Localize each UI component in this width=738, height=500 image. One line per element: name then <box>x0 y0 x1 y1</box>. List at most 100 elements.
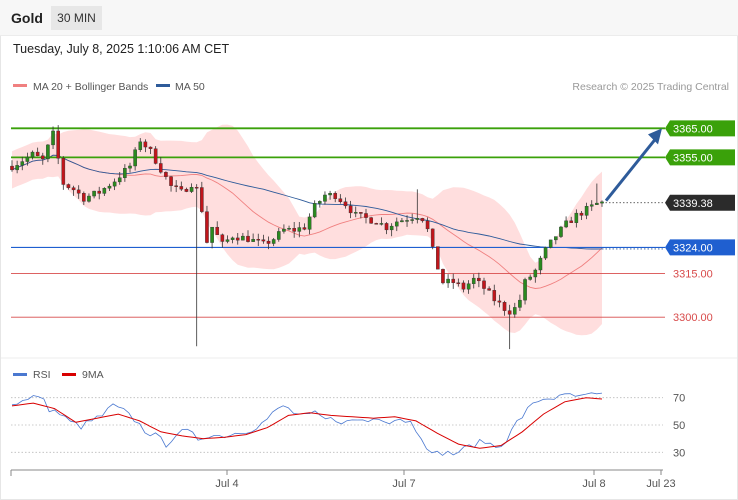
candle <box>528 274 532 281</box>
candle <box>600 200 604 207</box>
candle <box>179 181 184 191</box>
candle <box>523 277 527 305</box>
level-tag-0 <box>665 120 735 137</box>
candle-body <box>420 218 425 222</box>
candle <box>40 152 45 165</box>
candle <box>574 209 579 228</box>
candle <box>271 237 276 247</box>
candle <box>205 205 209 244</box>
rsi-legend-label: RSI <box>33 369 51 381</box>
candle <box>446 274 450 288</box>
candle-body <box>497 300 502 303</box>
candle-body <box>107 185 112 189</box>
candle <box>143 139 148 153</box>
candle-body <box>538 257 543 271</box>
candle <box>241 232 245 241</box>
candle <box>61 156 66 190</box>
candle <box>92 190 96 199</box>
candle-body <box>256 239 261 241</box>
level-tag-2 <box>665 239 735 256</box>
candle-body <box>153 148 158 164</box>
candle <box>338 194 343 204</box>
candle-body <box>441 268 445 284</box>
candle <box>466 280 471 294</box>
candle-body <box>446 278 450 284</box>
x-axis: Jul 4 Jul 7 Jul 8 Jul 23 <box>10 469 676 490</box>
candle <box>436 246 440 270</box>
candle-body <box>194 187 199 189</box>
candle-body <box>241 235 245 241</box>
candle <box>230 236 235 244</box>
candle-body <box>389 225 394 231</box>
candle <box>461 280 466 293</box>
candle-body <box>589 204 594 207</box>
candle <box>10 160 14 172</box>
candle-body <box>369 217 373 224</box>
candle <box>158 157 163 174</box>
candle-body <box>174 185 178 187</box>
candle <box>379 217 384 226</box>
rsi-tick-70: 70 <box>673 393 685 405</box>
candle <box>471 274 476 289</box>
candle <box>512 302 517 318</box>
top-bar: Gold 30 MIN <box>0 0 738 36</box>
candle-body <box>87 195 91 202</box>
timeframe-button[interactable]: 30 MIN <box>51 6 102 30</box>
candle-body <box>353 212 358 214</box>
candle-body <box>302 227 307 230</box>
symbol-title: Gold <box>11 10 43 26</box>
candle-body <box>276 231 281 240</box>
candle <box>425 217 430 232</box>
candle-body <box>359 212 363 214</box>
candle <box>51 126 55 150</box>
x-tick-label: Jul 23 <box>646 478 675 490</box>
candle-body <box>169 176 173 186</box>
candle-body <box>461 282 466 290</box>
rsi-tick-50: 50 <box>673 420 685 432</box>
candle <box>441 268 445 285</box>
x-tick-label: Jul 8 <box>582 478 605 490</box>
candle-body <box>117 177 122 183</box>
candle <box>282 224 286 234</box>
candle-body <box>292 228 296 232</box>
candle <box>215 221 220 235</box>
candle <box>543 246 548 261</box>
forecast-arrow <box>604 128 662 202</box>
candle <box>35 147 40 157</box>
candle <box>456 278 461 287</box>
candle-body <box>158 163 163 173</box>
candle <box>359 212 363 219</box>
candle-body <box>189 187 194 192</box>
current-price-tag <box>665 194 735 211</box>
candle <box>164 171 168 180</box>
candle-body <box>40 155 45 160</box>
candle <box>589 200 594 211</box>
candle <box>15 160 19 174</box>
ma50-legend-label: MA 50 <box>175 81 205 93</box>
candle-body <box>379 223 384 225</box>
candle <box>318 200 322 208</box>
candle-body <box>543 247 548 259</box>
x-tick-label: Jul 7 <box>392 478 415 490</box>
candle-body <box>71 187 76 191</box>
candle <box>102 187 107 197</box>
rsi-tick-30: 30 <box>673 447 685 459</box>
candle-body <box>76 189 81 194</box>
candle <box>133 147 137 171</box>
candle-body <box>56 130 60 159</box>
candle <box>112 178 117 191</box>
rsi-panel: 70 50 30 <box>11 392 685 459</box>
level-label-3: 3315.00 <box>673 269 713 281</box>
candle-body <box>225 239 230 242</box>
candle-body <box>251 239 255 242</box>
candle-body <box>533 269 538 278</box>
candle <box>518 294 522 312</box>
candle-body <box>128 165 132 169</box>
candle-body <box>46 144 50 160</box>
level-tag-1 <box>665 149 735 166</box>
candle <box>554 236 558 245</box>
candle <box>123 164 127 182</box>
candle-body <box>564 220 568 228</box>
candle <box>251 233 255 242</box>
